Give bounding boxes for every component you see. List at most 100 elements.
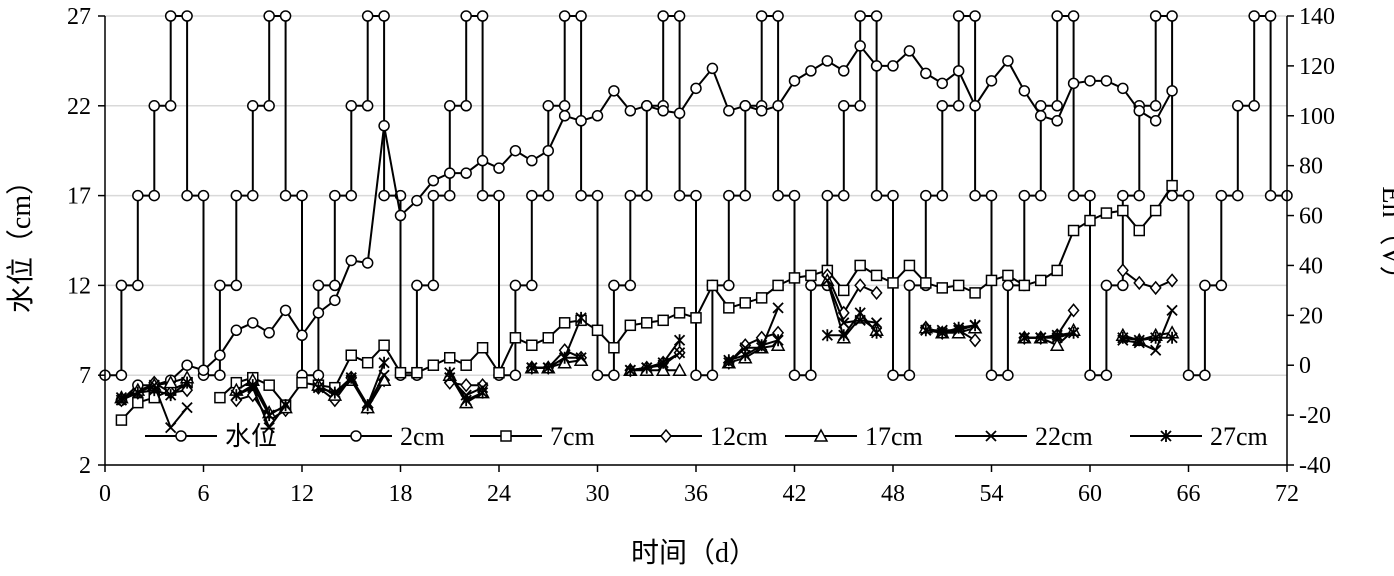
series-3	[115, 263, 1179, 428]
data-point	[805, 369, 817, 381]
legend-marker	[660, 428, 672, 444]
data-point	[1150, 344, 1162, 356]
data-point	[805, 65, 817, 77]
data-point	[624, 279, 637, 292]
data-point	[838, 329, 850, 342]
data-point	[1215, 279, 1228, 292]
data-point	[1002, 369, 1014, 381]
y-right-tick-label: 140	[1299, 4, 1335, 30]
data-point	[493, 162, 505, 174]
data-point	[460, 10, 472, 22]
data-point	[526, 154, 538, 167]
data-point	[821, 55, 834, 67]
data-point	[673, 189, 686, 202]
data-point	[1067, 224, 1080, 237]
y-right-tick-label: -20	[1299, 403, 1331, 429]
data-point	[1133, 105, 1145, 117]
data-point	[345, 189, 357, 202]
data-point	[361, 100, 374, 112]
data-point	[263, 421, 275, 434]
series-line	[728, 339, 779, 362]
data-point	[706, 62, 719, 75]
data-point	[756, 339, 768, 352]
data-point	[624, 319, 637, 332]
series-group	[99, 10, 1293, 434]
y-left-tick-label: 17	[67, 184, 91, 210]
data-point	[690, 82, 702, 95]
data-point	[378, 120, 390, 132]
data-point	[952, 100, 965, 112]
data-point	[1100, 369, 1113, 381]
data-point	[608, 369, 620, 381]
data-point	[526, 189, 538, 202]
data-point	[296, 376, 308, 389]
data-point	[1215, 189, 1228, 202]
data-point	[608, 85, 620, 97]
data-point	[969, 189, 981, 202]
data-point	[805, 279, 817, 292]
data-point	[148, 384, 160, 397]
data-point	[444, 100, 456, 112]
data-point	[1067, 77, 1080, 90]
data-point	[723, 189, 735, 202]
data-point	[624, 189, 637, 202]
data-point	[460, 167, 472, 179]
data-point	[952, 279, 965, 292]
data-point	[1002, 279, 1014, 292]
series-line	[1122, 331, 1173, 342]
y-right-tick-label: 100	[1299, 104, 1335, 130]
data-point	[903, 369, 916, 381]
data-point	[279, 304, 292, 317]
data-point	[164, 100, 177, 112]
data-point	[542, 144, 554, 157]
data-point	[214, 369, 226, 381]
data-point	[903, 45, 916, 57]
data-point	[1149, 10, 1162, 22]
data-point	[378, 356, 390, 369]
data-point	[230, 279, 243, 292]
data-point	[329, 294, 341, 307]
x-tick-label: 48	[881, 481, 905, 507]
data-point	[788, 272, 801, 284]
data-point	[1116, 263, 1129, 278]
data-point	[575, 10, 587, 22]
data-point	[920, 67, 932, 80]
data-point	[361, 257, 374, 269]
data-point	[444, 366, 456, 379]
data-point	[279, 399, 292, 412]
legend-marker	[1160, 430, 1172, 442]
data-point	[1182, 189, 1195, 202]
data-point	[575, 189, 587, 202]
y-left-tick-label: 2	[79, 453, 91, 479]
legend-label: 22cm	[1035, 422, 1093, 451]
data-point	[148, 100, 160, 112]
axes: 0 6 12 18 24 30 36 42 48 54 60 66 722712172227-40-20…	[67, 4, 1335, 507]
data-point	[1018, 189, 1031, 202]
y-right-tick-label: 0	[1299, 353, 1311, 379]
x-tick-label: 30	[586, 481, 610, 507]
data-point	[542, 100, 554, 112]
data-point	[181, 189, 193, 202]
data-point	[1182, 369, 1195, 381]
data-point	[1051, 100, 1063, 112]
data-point	[690, 369, 702, 381]
data-point	[542, 332, 554, 344]
data-point	[165, 389, 177, 402]
data-point	[985, 274, 998, 287]
data-point	[427, 189, 440, 202]
data-point	[132, 386, 144, 399]
data-point	[772, 302, 784, 314]
legend-label: 27cm	[1210, 422, 1268, 451]
data-point	[985, 369, 998, 381]
data-point	[657, 356, 669, 369]
data-point	[641, 361, 653, 374]
data-point	[1150, 331, 1162, 344]
data-point	[247, 379, 259, 392]
data-point	[887, 277, 899, 289]
data-point	[1117, 204, 1129, 217]
data-point	[739, 189, 751, 202]
data-point	[1051, 115, 1063, 127]
data-point	[969, 287, 981, 299]
x-tick-label: 66	[1177, 481, 1201, 507]
data-point	[1035, 274, 1047, 287]
